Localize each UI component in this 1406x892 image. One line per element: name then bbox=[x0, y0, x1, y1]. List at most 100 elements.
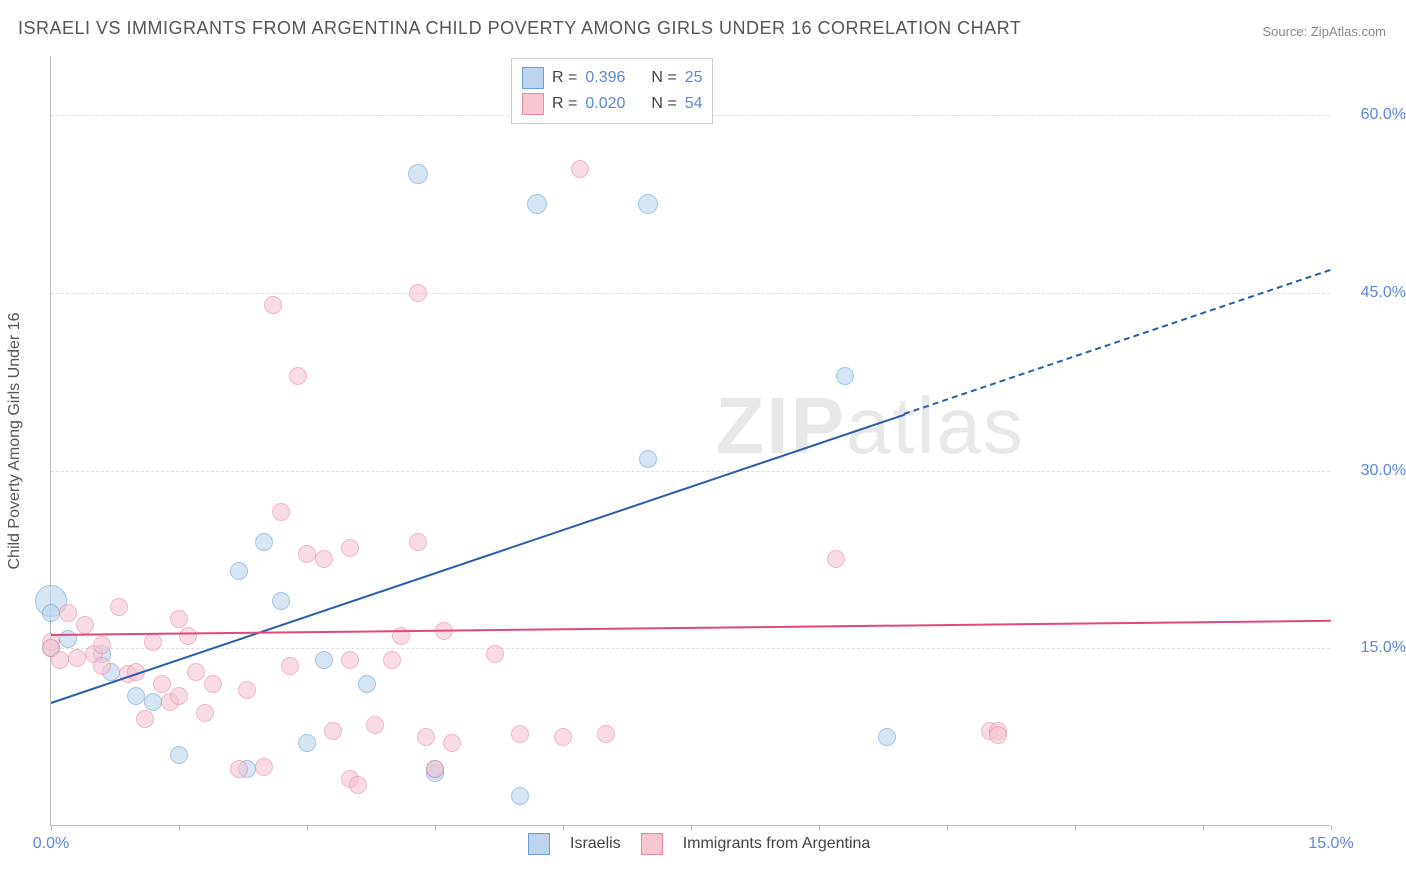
data-point bbox=[281, 657, 299, 675]
data-point bbox=[289, 367, 307, 385]
data-point bbox=[341, 539, 359, 557]
data-point bbox=[170, 687, 188, 705]
gridline bbox=[51, 293, 1330, 294]
x-tick-label: 15.0% bbox=[1308, 835, 1353, 853]
data-point bbox=[511, 725, 529, 743]
data-point bbox=[76, 616, 94, 634]
gridline bbox=[51, 648, 1330, 649]
data-point bbox=[187, 663, 205, 681]
data-point bbox=[144, 633, 162, 651]
data-point bbox=[230, 562, 248, 580]
data-point bbox=[144, 693, 162, 711]
data-point bbox=[68, 649, 86, 667]
data-point bbox=[238, 681, 256, 699]
data-point bbox=[230, 760, 248, 778]
y-tick-label: 15.0% bbox=[1346, 639, 1406, 657]
gridline bbox=[51, 471, 1330, 472]
x-tick bbox=[1203, 825, 1204, 831]
data-point bbox=[170, 610, 188, 628]
data-point bbox=[554, 728, 572, 746]
legend-r-value: 0.020 bbox=[585, 95, 643, 113]
trendline bbox=[51, 413, 905, 703]
legend-n-label: N = bbox=[651, 69, 676, 87]
data-point bbox=[196, 704, 214, 722]
y-tick-label: 60.0% bbox=[1346, 106, 1406, 124]
legend-row: R =0.396N =25 bbox=[522, 65, 702, 91]
legend-row: R = 0.020 N = 54 bbox=[522, 91, 702, 117]
data-point bbox=[597, 725, 615, 743]
data-point bbox=[836, 367, 854, 385]
source-label: Source: ZipAtlas.com bbox=[1262, 24, 1386, 39]
data-point bbox=[136, 710, 154, 728]
data-point bbox=[989, 726, 1007, 744]
x-tick bbox=[1075, 825, 1076, 831]
x-tick bbox=[179, 825, 180, 831]
data-point bbox=[170, 746, 188, 764]
data-point bbox=[51, 651, 69, 669]
y-axis-title: Child Poverty Among Girls Under 16 bbox=[6, 312, 24, 569]
legend-series-label: Immigrants from Argentina bbox=[683, 835, 871, 853]
x-tick-label: 0.0% bbox=[33, 835, 69, 853]
data-point bbox=[878, 728, 896, 746]
data-point bbox=[42, 604, 60, 622]
data-point bbox=[59, 630, 77, 648]
trendline bbox=[51, 620, 1331, 636]
data-point bbox=[409, 284, 427, 302]
x-tick bbox=[1331, 825, 1332, 831]
data-point bbox=[272, 592, 290, 610]
legend-series-label: Israelis bbox=[570, 835, 621, 853]
data-point bbox=[827, 550, 845, 568]
x-tick bbox=[51, 825, 52, 831]
legend-n-label: N = bbox=[651, 95, 676, 113]
data-point bbox=[204, 675, 222, 693]
legend-swatch bbox=[641, 833, 663, 855]
data-point bbox=[417, 728, 435, 746]
x-tick bbox=[947, 825, 948, 831]
x-tick bbox=[819, 825, 820, 831]
x-tick bbox=[691, 825, 692, 831]
data-point bbox=[527, 194, 547, 214]
data-point bbox=[639, 450, 657, 468]
data-point bbox=[315, 651, 333, 669]
legend-r-label: R = bbox=[552, 95, 577, 113]
data-point bbox=[324, 722, 342, 740]
data-point bbox=[255, 533, 273, 551]
data-point bbox=[511, 787, 529, 805]
data-point bbox=[264, 296, 282, 314]
data-point bbox=[59, 604, 77, 622]
data-point bbox=[179, 627, 197, 645]
data-point bbox=[110, 598, 128, 616]
legend-r-label: R = bbox=[552, 69, 577, 87]
legend-n-value: 54 bbox=[685, 95, 703, 113]
y-tick-label: 45.0% bbox=[1346, 284, 1406, 302]
data-point bbox=[366, 716, 384, 734]
data-point bbox=[426, 760, 444, 778]
data-point bbox=[358, 675, 376, 693]
data-point bbox=[571, 160, 589, 178]
data-point bbox=[443, 734, 461, 752]
data-point bbox=[255, 758, 273, 776]
data-point bbox=[383, 651, 401, 669]
legend-n-value: 25 bbox=[685, 69, 703, 87]
correlation-legend: R =0.396N =25R =0.020N =54 bbox=[511, 58, 713, 124]
data-point bbox=[93, 636, 111, 654]
data-point bbox=[408, 164, 428, 184]
data-point bbox=[341, 651, 359, 669]
data-point bbox=[349, 776, 367, 794]
data-point bbox=[93, 657, 111, 675]
data-point bbox=[298, 545, 316, 563]
data-point bbox=[153, 675, 171, 693]
data-point bbox=[272, 503, 290, 521]
legend-swatch bbox=[528, 833, 550, 855]
data-point bbox=[127, 687, 145, 705]
x-tick bbox=[563, 825, 564, 831]
chart-title: ISRAELI VS IMMIGRANTS FROM ARGENTINA CHI… bbox=[18, 18, 1021, 39]
x-tick bbox=[435, 825, 436, 831]
data-point bbox=[486, 645, 504, 663]
plot-area: Child Poverty Among Girls Under 16 15.0%… bbox=[50, 56, 1330, 826]
data-point bbox=[315, 550, 333, 568]
legend-swatch bbox=[522, 67, 544, 89]
y-tick-label: 30.0% bbox=[1346, 462, 1406, 480]
legend-swatch bbox=[522, 93, 544, 115]
data-point bbox=[409, 533, 427, 551]
